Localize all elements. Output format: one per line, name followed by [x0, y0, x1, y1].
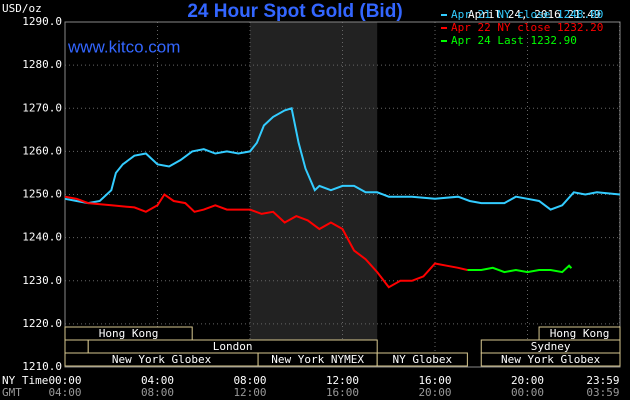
y-tick-label: 1240.0: [22, 231, 62, 244]
x-tick-label: 08:00: [233, 374, 266, 387]
y-axis-label: USD/oz: [2, 2, 42, 15]
y-tick-label: 1220.0: [22, 317, 62, 330]
y-tick-label: 1250.0: [22, 188, 62, 201]
chart-title: 24 Hour Spot Gold (Bid): [187, 1, 402, 22]
session-label: Hong Kong: [99, 327, 159, 340]
session-box: [480, 352, 621, 367]
x2-tick-label: 16:00: [326, 386, 359, 399]
series-line: [467, 264, 573, 274]
x-tick-label: 00:00: [48, 374, 81, 387]
legend-label: Apr 22 NY close 1232.20: [451, 21, 603, 34]
y-tick-label: 1280.0: [22, 58, 62, 71]
x2-axis-label: GMT: [2, 386, 22, 399]
session-label: Sydney: [531, 340, 571, 353]
session-box: [64, 339, 89, 354]
session-label: London: [213, 340, 253, 353]
x2-tick-label: 12:00: [233, 386, 266, 399]
x-tick-label: 12:00: [326, 374, 359, 387]
y-tick-label: 1260.0: [22, 144, 62, 157]
session-label: Hong Kong: [550, 327, 610, 340]
y-tick-label: 1290.0: [22, 15, 62, 28]
series-line: [64, 107, 621, 211]
x-axis-label: NY Time: [2, 374, 48, 387]
x2-tick-label: 04:00: [48, 386, 81, 399]
y-tick-label: 1230.0: [22, 274, 62, 287]
x2-tick-label: 00:00: [511, 386, 544, 399]
session-label: New York Globex: [501, 353, 601, 366]
x2-tick-label: 20:00: [418, 386, 451, 399]
session-label: NY Globex: [392, 353, 452, 366]
x-tick-label: 23:59: [586, 374, 619, 387]
x2-tick-label: 03:59: [586, 386, 619, 399]
x-tick-label: 04:00: [141, 374, 174, 387]
source: www.kitco.com: [67, 37, 180, 56]
session-label: New York NYMEX: [271, 353, 364, 366]
y-tick-label: 1270.0: [22, 101, 62, 114]
session-label: New York Globex: [112, 353, 212, 366]
legend-label: Apr 24 Last 1232.90: [451, 34, 577, 47]
x-tick-label: 20:00: [511, 374, 544, 387]
timestamp: April 24, 2016 21:49: [468, 8, 600, 21]
series-line: [64, 193, 468, 289]
legend-label: Apr 21 NY close 1248.00: [451, 8, 603, 21]
y-tick-label: 1210.0: [22, 360, 62, 373]
x2-tick-label: 08:00: [141, 386, 174, 399]
session-box: [376, 352, 468, 367]
x-tick-label: 16:00: [418, 374, 451, 387]
